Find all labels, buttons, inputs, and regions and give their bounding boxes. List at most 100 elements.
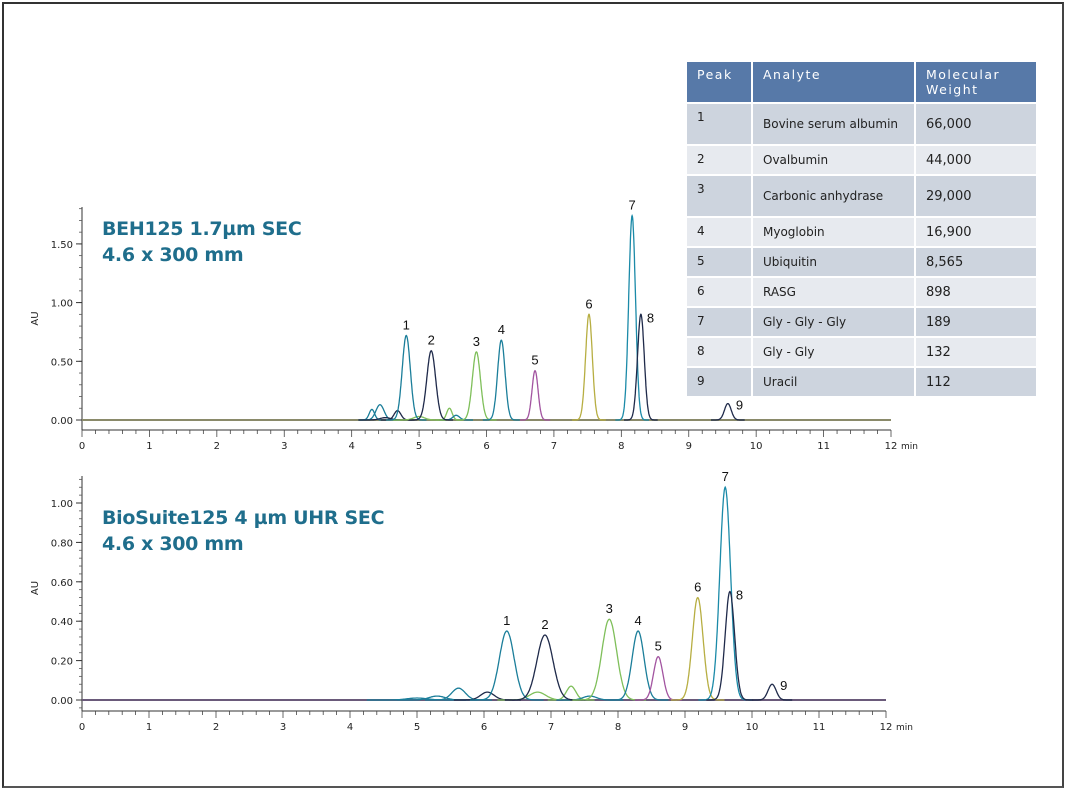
peak-label-1: 1 [403,317,410,332]
y-tick-label: 1.00 [51,499,73,510]
peak-trace-8 [624,313,658,421]
x-tick-label: 11 [817,441,830,452]
cell-peak: 6 [687,278,753,306]
x-tick-label: 10 [750,441,763,452]
minor-peak-trace [359,404,401,421]
x-tick-label: 2 [214,441,220,452]
x-tick-label: 1 [146,441,152,452]
peak-label-8: 8 [736,588,743,603]
peak-label-7: 7 [722,469,729,484]
peak-label-4: 4 [498,322,505,337]
peak-trace-9 [711,402,745,421]
x-tick-label: 4 [347,722,353,733]
peak-label-8: 8 [647,310,654,325]
peak-trace-7 [615,214,649,421]
cell-mw: 16,900 [916,218,1036,246]
peak-trace-8 [706,590,754,701]
y-axis-label: AU [30,581,41,595]
cell-peak: 8 [687,338,753,366]
table-row: 5 Ubiquitin 8,565 [687,248,1036,276]
table-row: 2 Ovalbumin 44,000 [687,146,1036,174]
table-row: 6 RASG 898 [687,278,1036,306]
y-tick-label: 1.00 [51,299,73,310]
x-tick-label: 6 [483,441,489,452]
cell-peak: 2 [687,146,753,174]
cell-mw: 132 [916,338,1036,366]
peak-label-3: 3 [606,601,613,616]
table-row: 8 Gly - Gly 132 [687,338,1036,366]
peak-label-9: 9 [736,398,743,413]
x-tick-label: 8 [615,722,621,733]
peak-label-1: 1 [503,613,510,628]
cell-analyte: Ubiquitin [753,248,916,276]
cell-peak: 1 [687,104,753,144]
y-tick-label: 0.80 [51,538,73,549]
x-tick-label: 8 [618,441,624,452]
cell-analyte: Gly - Gly - Gly [753,308,916,336]
bottom-chart-title: BioSuite125 4 µm UHR SEC 4.6 x 300 mm [102,505,385,557]
cell-analyte: Carbonic anhydrase [753,176,916,216]
table-row: 3 Carbonic anhydrase 29,000 [687,176,1036,216]
top-chart-title: BEH125 1.7µm SEC 4.6 x 300 mm [102,216,302,268]
cell-analyte: RASG [753,278,916,306]
peak-trace-4 [608,630,669,701]
cell-analyte: Myoglobin [753,218,916,246]
peak-trace-5 [519,369,551,421]
cell-analyte: Ovalbumin [753,146,916,174]
peak-trace-2 [504,634,586,701]
cell-analyte: Bovine serum albumin [753,104,916,144]
cell-analyte: Gly - Gly [753,338,916,366]
x-tick-label: 9 [686,441,692,452]
peak-trace-4 [482,339,520,421]
x-tick-label: 0 [79,441,85,452]
minor-peak-trace [453,691,521,701]
x-tick-label: 11 [813,722,826,733]
cell-peak: 9 [687,368,753,396]
peak-trace-7 [698,485,752,701]
x-tick-label: 3 [281,441,287,452]
y-axis-label: AU [30,311,41,325]
x-tick-label: 12 [880,722,893,733]
x-tick-label: 7 [548,722,554,733]
peak-label-3: 3 [473,334,480,349]
x-tick-label: 7 [551,441,557,452]
x-tick-label: 3 [280,722,286,733]
peak-label-9: 9 [780,678,787,693]
cell-peak: 5 [687,248,753,276]
peak-label-5: 5 [655,639,662,654]
peak-trace-9 [752,683,793,701]
peak-trace-3 [456,351,497,421]
header-peak: Peak [687,62,753,102]
minor-peak-trace [366,697,468,701]
peak-label-7: 7 [629,198,636,213]
x-tick-label: 1 [146,722,152,733]
cell-mw: 66,000 [916,104,1036,144]
y-tick-label: 0.40 [51,617,73,628]
x-tick-label: 9 [682,722,688,733]
x-tick-label: 2 [213,722,219,733]
x-tick-label: 10 [746,722,759,733]
bottom-title-line1: BioSuite125 4 µm UHR SEC [102,507,385,529]
y-tick-label: 0.60 [51,578,73,589]
y-tick-label: 0.00 [51,696,73,707]
table-row: 4 Myoglobin 16,900 [687,218,1036,246]
y-tick-label: 0.20 [51,657,73,668]
y-tick-label: 1.50 [51,240,73,251]
header-mw: Molecular Weight [916,62,1036,102]
peak-trace-5 [634,656,682,701]
cell-peak: 7 [687,308,753,336]
top-title-line2: 4.6 x 300 mm [102,244,244,266]
peak-trace-1 [469,630,544,701]
y-tick-label: 0.00 [51,416,73,427]
top-title-line1: BEH125 1.7µm SEC [102,218,302,240]
cell-analyte: Uracil [753,368,916,396]
cell-mw: 112 [916,368,1036,396]
peak-trace-3 [572,618,647,701]
peak-label-6: 6 [694,580,701,595]
peak-trace-2 [409,349,454,421]
y-tick-label: 0.50 [51,357,73,368]
